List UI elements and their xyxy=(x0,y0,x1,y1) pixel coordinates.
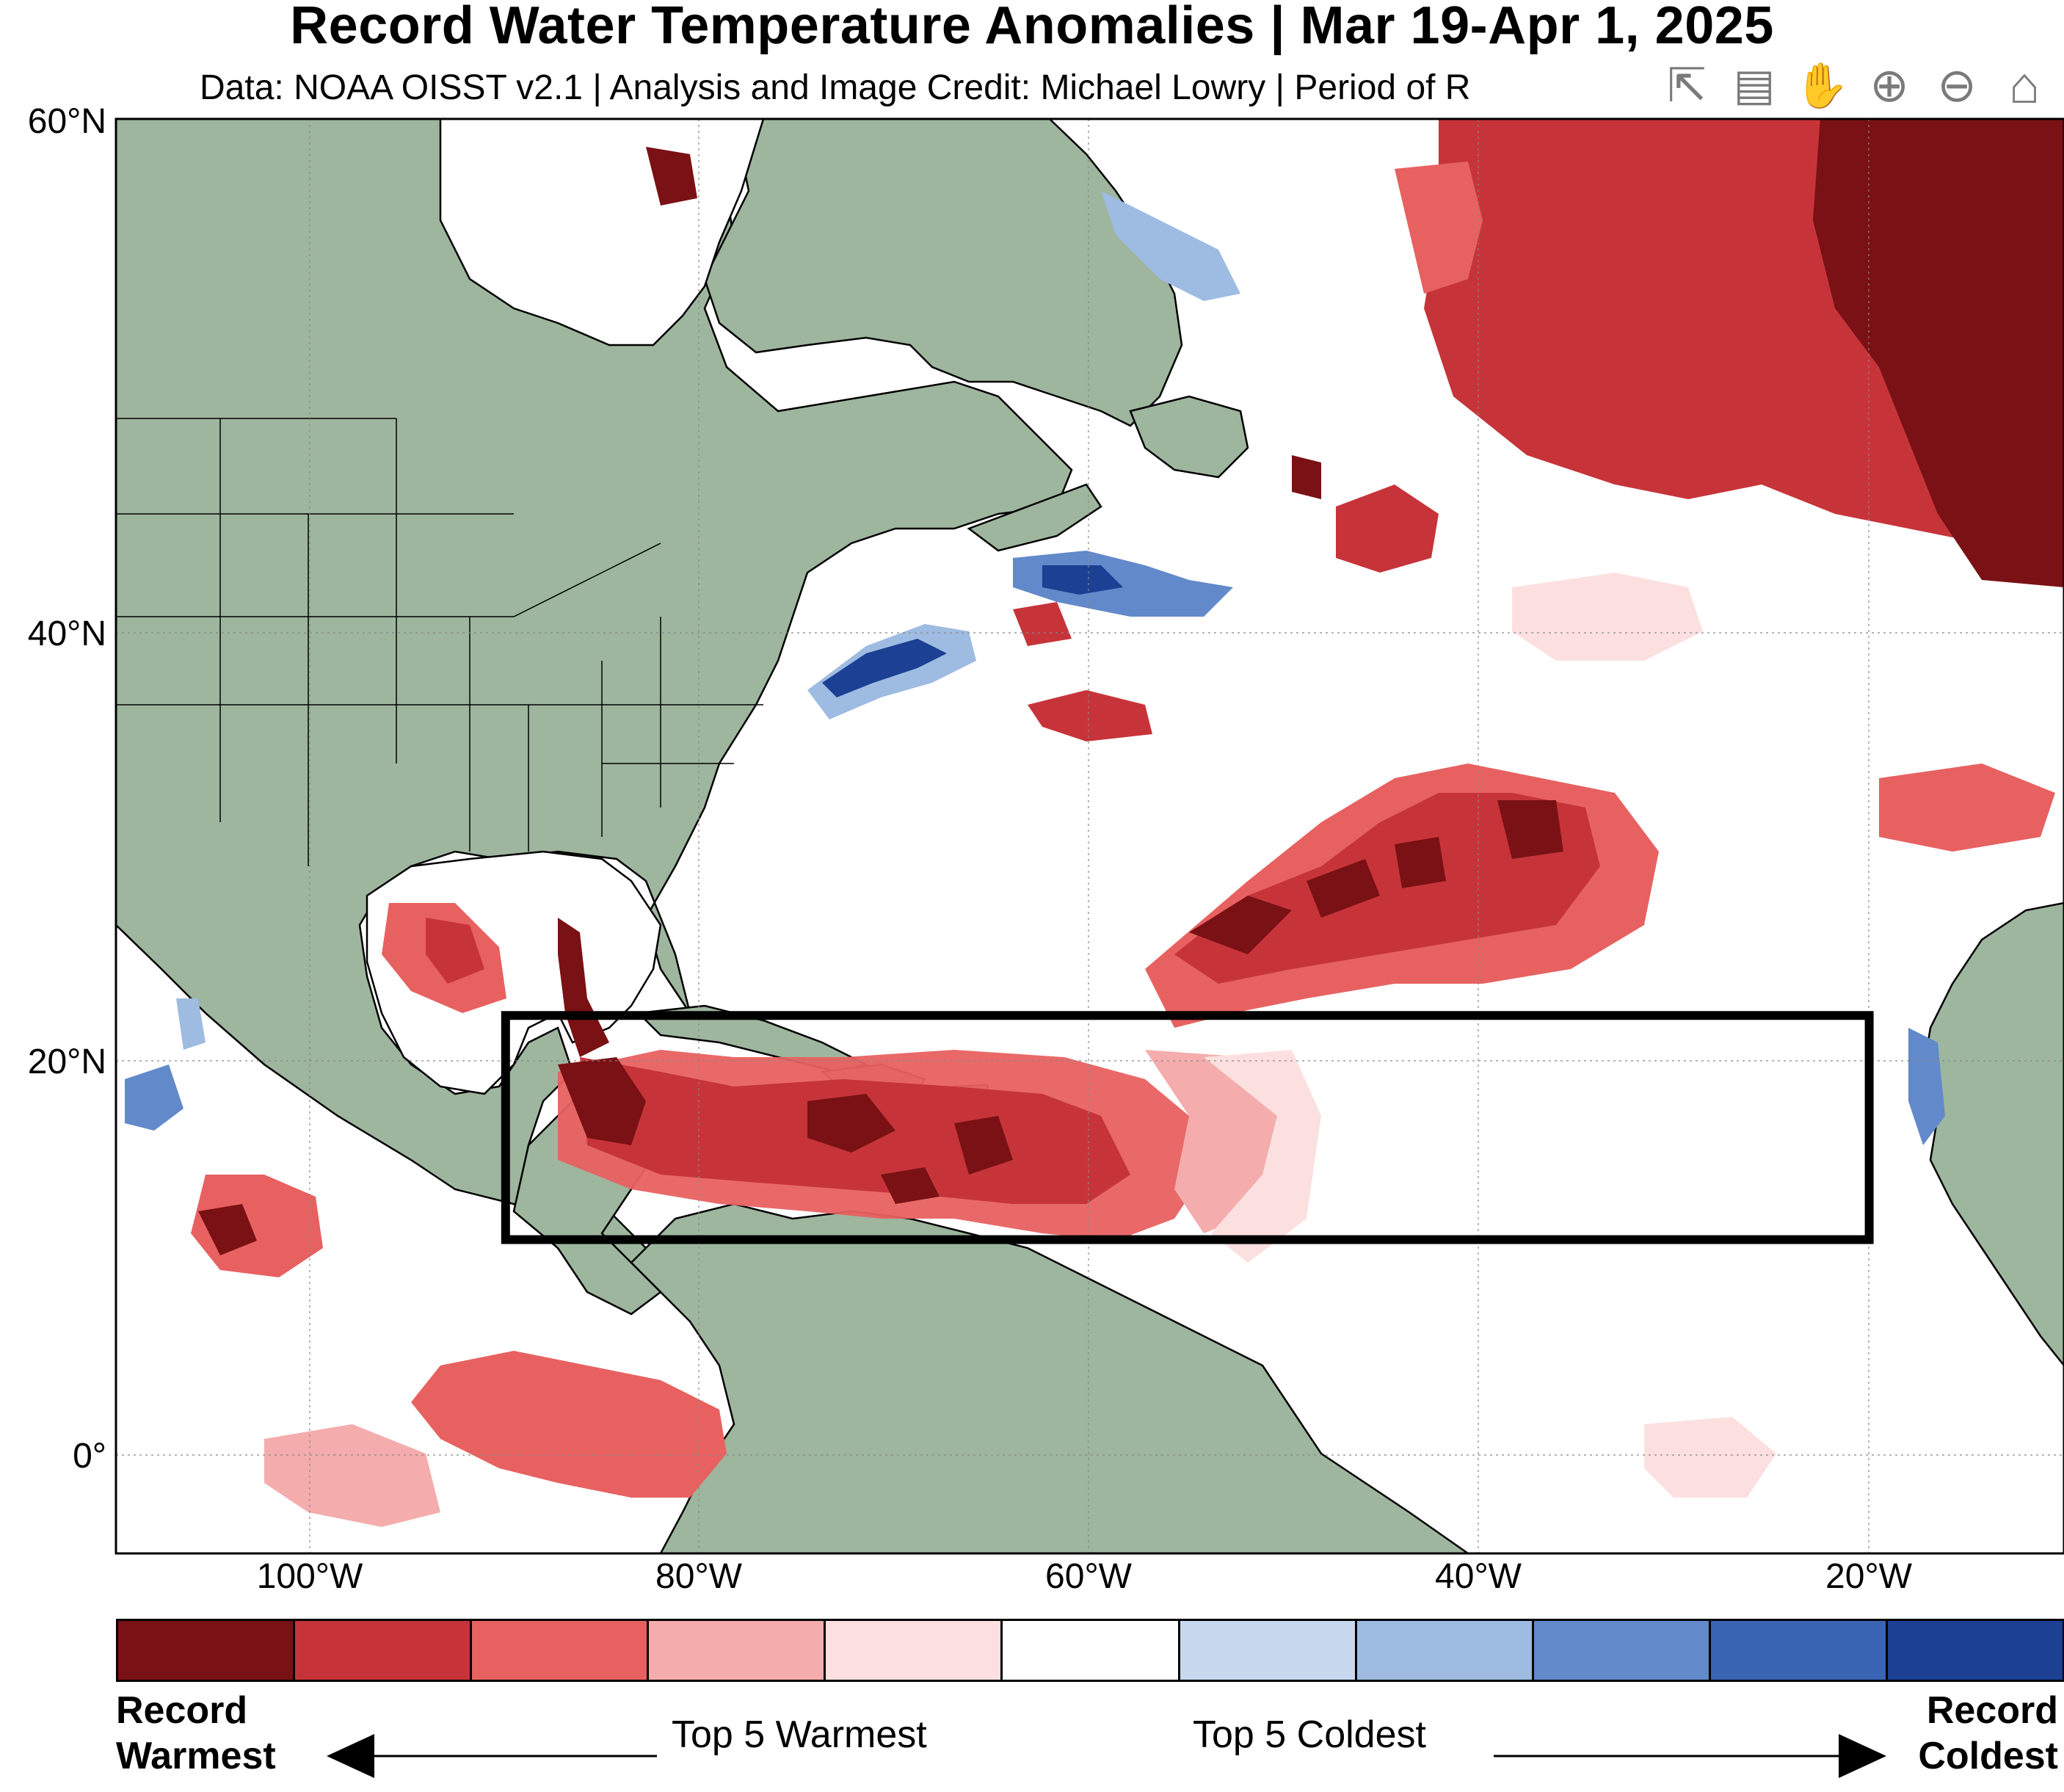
legend-center-left: Top 5 Warmest xyxy=(672,1713,927,1756)
map-frame xyxy=(115,117,2064,1555)
pan-hand-glyph: ✋ xyxy=(1794,60,1850,110)
land-nova-scotia xyxy=(967,483,1102,552)
figure-toolbar: ⇱ ▤ ✋ ⊕ ⊖ ⌂ xyxy=(1657,56,2064,115)
zoom-out-icon[interactable]: ⊖ xyxy=(1927,56,1986,115)
colorbar-swatch xyxy=(1000,1619,1180,1682)
land-africa xyxy=(1922,902,2064,1368)
legend-right-top: Record xyxy=(1926,1689,2058,1732)
colorbar-swatch xyxy=(470,1619,650,1682)
chart-subtitle: Data: NOAA OISST v2.1 | Analysis and Ima… xyxy=(200,68,1471,107)
warm-arrow xyxy=(327,1734,657,1778)
lon-tick-80w: 80°W xyxy=(655,1557,742,1596)
pan-hand-icon[interactable]: ✋ xyxy=(1792,56,1851,115)
colorbar-swatch xyxy=(1885,1619,2064,1682)
lat-tick-20n: 20°N xyxy=(27,1042,106,1081)
export-glyph: ⇱ xyxy=(1667,58,1707,112)
colorbar-swatch xyxy=(293,1619,473,1682)
lon-tick-20w: 20°W xyxy=(1825,1557,1912,1596)
colorbar-swatch xyxy=(1354,1619,1534,1682)
lon-tick-40w: 40°W xyxy=(1435,1557,1522,1596)
colorbar-swatch xyxy=(1177,1619,1357,1682)
lat-tick-60n: 60°N xyxy=(27,102,106,141)
lon-tick-100w: 100°W xyxy=(256,1557,363,1596)
legend-left-bottom: Warmest xyxy=(116,1735,276,1777)
chart-title: Record Water Temperature Anomalies | Mar… xyxy=(290,0,1774,55)
main-development-region-box xyxy=(501,1011,1874,1244)
cold-arrow xyxy=(1494,1734,1886,1778)
data-tips-glyph: ▤ xyxy=(1733,60,1776,109)
legend-left-top: Record xyxy=(116,1689,248,1732)
graticule xyxy=(116,119,2064,1553)
state-borders xyxy=(116,418,763,866)
home-icon[interactable]: ⌂ xyxy=(1995,56,2054,115)
lat-tick-40n: 40°N xyxy=(27,614,106,653)
legend-right-bottom: Coldest xyxy=(1918,1735,2058,1777)
home-glyph: ⌂ xyxy=(2008,57,2041,114)
lon-tick-60w: 60°W xyxy=(1045,1557,1132,1596)
warm-anomaly-patches xyxy=(191,119,2064,1527)
colorbar-swatch xyxy=(824,1619,1003,1682)
colorbar-swatch xyxy=(116,1619,296,1682)
land-newfoundland xyxy=(1129,395,1249,479)
zoom-in-icon[interactable]: ⊕ xyxy=(1860,56,1919,115)
lat-tick-0: 0° xyxy=(73,1437,106,1476)
zoom-in-glyph: ⊕ xyxy=(1869,58,1909,112)
legend-center-right: Top 5 Coldest xyxy=(1193,1713,1426,1756)
zoom-out-glyph: ⊖ xyxy=(1937,58,1977,112)
colorbar-swatch xyxy=(647,1619,826,1682)
cold-anomaly-patches xyxy=(125,191,1945,1145)
data-tips-icon[interactable]: ▤ xyxy=(1725,56,1784,115)
export-icon[interactable]: ⇱ xyxy=(1657,56,1716,115)
colorbar-swatch xyxy=(1708,1619,1888,1682)
colorbar-swatch xyxy=(1531,1619,1711,1682)
